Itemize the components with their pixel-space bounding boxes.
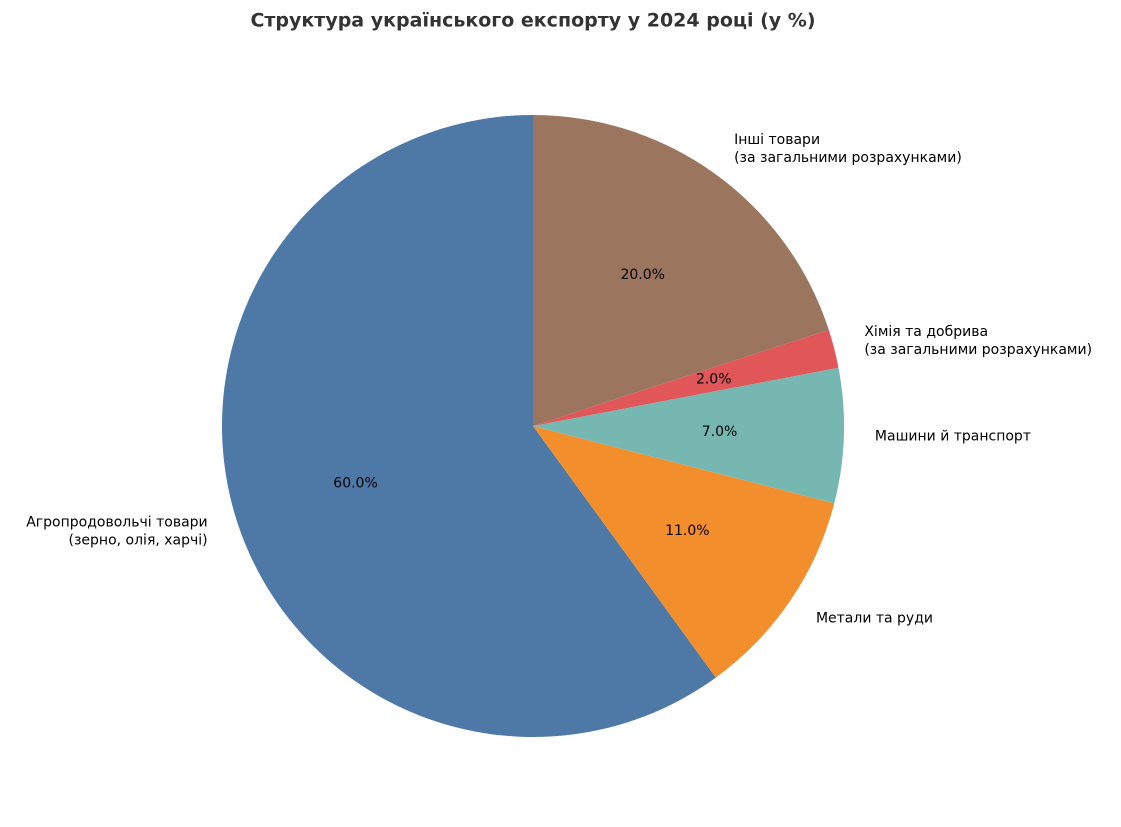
slice-label: Хімія та добрива (за загальними розрахунк… — [864, 324, 1092, 358]
pie-slice — [533, 367, 844, 504]
pie-slice — [533, 329, 839, 426]
pie-slice — [533, 115, 829, 426]
value-label: 11.0% — [665, 523, 709, 539]
slice-label: Метали та руди — [816, 610, 933, 626]
value-label: 7.0% — [702, 424, 738, 440]
value-label: 60.0% — [333, 476, 377, 492]
slice-label: Інші товари (за загальними розрахунками) — [734, 132, 962, 166]
slice-label: Машини й транспорт — [875, 429, 1031, 445]
value-label: 2.0% — [696, 372, 732, 388]
chart-title: Структура українського експорту у 2024 р… — [250, 10, 815, 32]
pie-slice — [222, 115, 716, 737]
pie-slice — [533, 426, 835, 678]
value-label: 20.0% — [620, 267, 664, 283]
slice-label: Агропродовольчі товари (зерно, олія, харч… — [26, 515, 207, 549]
